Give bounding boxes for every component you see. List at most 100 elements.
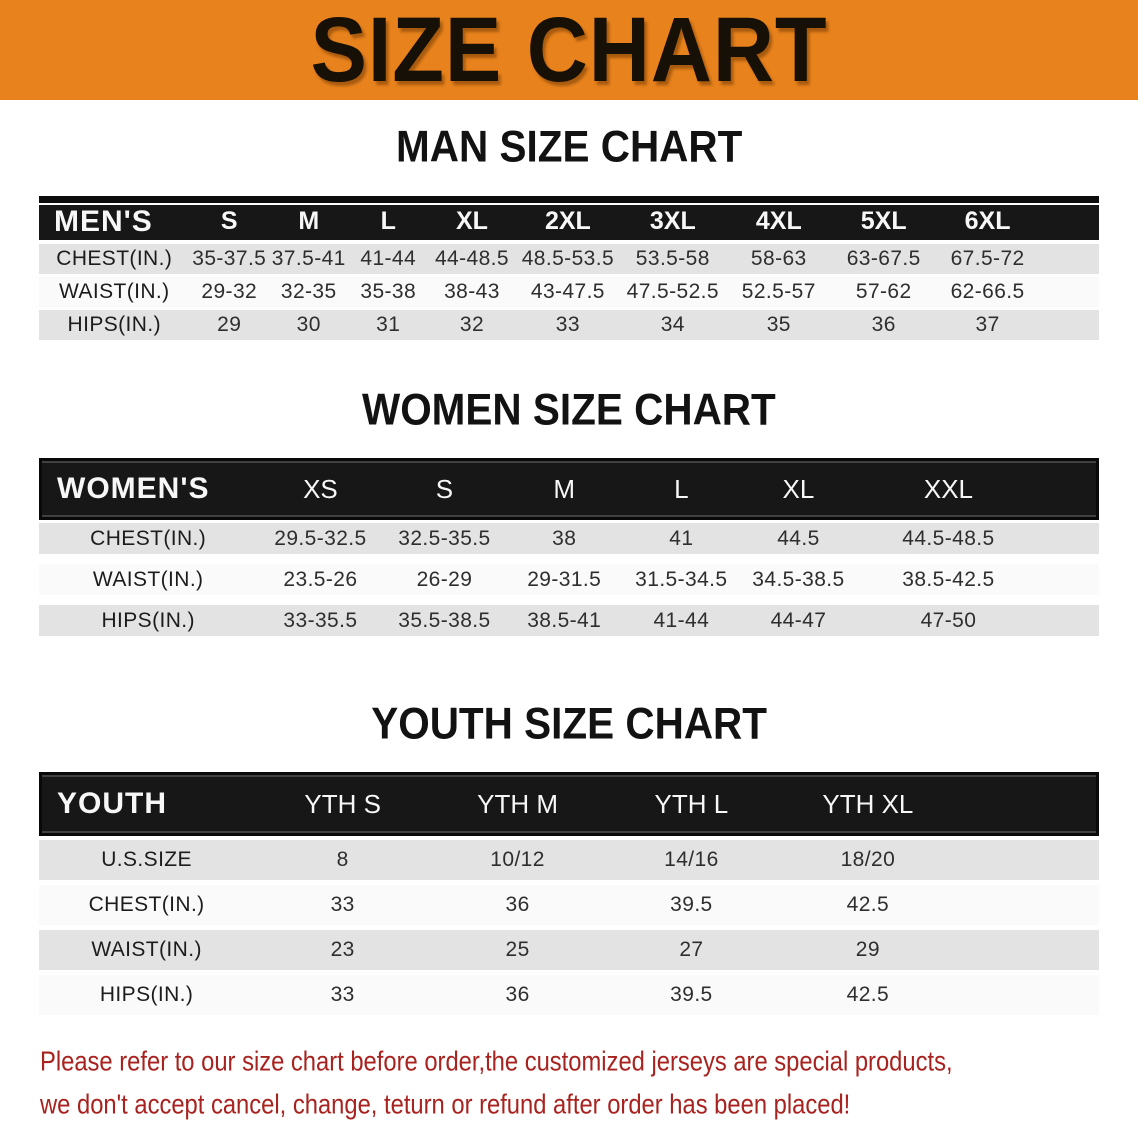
- size-value-cell: 23: [254, 930, 432, 975]
- size-value-cell: 32.5-35.5: [383, 520, 506, 564]
- size-value-cell: 47.5-52.5: [619, 277, 726, 310]
- men-hips-row: HIPS(IN.) 29 30 31 32 33 34 35 36 37: [39, 310, 1099, 343]
- row-label-cell: WAIST(IN.): [39, 930, 255, 975]
- spacer-cell: [956, 772, 1099, 836]
- youth-table-title-cell: YOUTH: [39, 772, 255, 836]
- size-chart-banner: SIZE CHART: [0, 0, 1138, 100]
- youth-hips-row: HIPS(IN.) 33 36 39.5 42.5: [39, 975, 1099, 1020]
- size-value-cell: 52.5-57: [725, 277, 832, 310]
- row-label-cell: CHEST(IN.): [39, 242, 190, 277]
- size-value-cell: 43-47.5: [515, 277, 620, 310]
- size-column-header: 4XL: [725, 196, 832, 242]
- size-value-cell: 47-50: [857, 605, 1040, 646]
- row-label-cell: CHEST(IN.): [39, 520, 258, 564]
- women-header-row: WOMEN'S XS S M L XL XXL: [39, 458, 1099, 520]
- size-column-header: YTH M: [431, 772, 604, 836]
- size-value-cell: 29-32: [189, 277, 269, 310]
- size-value-cell: 35.5-38.5: [383, 605, 506, 646]
- row-label-cell: HIPS(IN.): [39, 310, 190, 343]
- size-value-cell: 35-38: [348, 277, 428, 310]
- women-waist-row: WAIST(IN.) 23.5-26 26-29 29-31.5 31.5-34…: [39, 564, 1099, 605]
- size-value-cell: 38: [505, 520, 624, 564]
- footer-note-line1: Please refer to our size chart before or…: [40, 1045, 953, 1077]
- size-value-cell: 35-37.5: [189, 242, 269, 277]
- size-value-cell: 38.5-42.5: [857, 564, 1040, 605]
- spacer-cell: [1039, 242, 1099, 277]
- youth-size-table: YOUTH YTH S YTH M YTH L YTH XL U.S.SIZE …: [39, 772, 1099, 1020]
- size-column-header: S: [383, 458, 506, 520]
- size-value-cell: 35: [725, 310, 832, 343]
- size-value-cell: 44-47: [739, 605, 858, 646]
- spacer-cell: [1039, 196, 1099, 242]
- size-value-cell: 10/12: [431, 836, 604, 885]
- spacer-cell: [956, 885, 1099, 930]
- size-column-header: XXL: [857, 458, 1040, 520]
- size-column-header: 3XL: [619, 196, 726, 242]
- size-value-cell: 42.5: [778, 975, 957, 1020]
- youth-waist-row: WAIST(IN.) 23 25 27 29: [39, 930, 1099, 975]
- spacer-cell: [1039, 310, 1099, 343]
- size-value-cell: 62-66.5: [935, 277, 1040, 310]
- size-value-cell: 33-35.5: [257, 605, 384, 646]
- size-value-cell: 14/16: [603, 836, 779, 885]
- size-value-cell: 23.5-26: [257, 564, 384, 605]
- size-value-cell: 44.5: [739, 520, 858, 564]
- spacer-cell: [1039, 564, 1099, 605]
- women-section-title-text: WOMEN SIZE CHART: [362, 384, 776, 435]
- size-value-cell: 8: [254, 836, 432, 885]
- spacer-cell: [1039, 605, 1099, 646]
- youth-ussize-row: U.S.SIZE 8 10/12 14/16 18/20: [39, 836, 1099, 885]
- women-hips-row: HIPS(IN.) 33-35.5 35.5-38.5 38.5-41 41-4…: [39, 605, 1099, 646]
- men-chest-row: CHEST(IN.) 35-37.5 37.5-41 41-44 44-48.5…: [39, 242, 1099, 277]
- banner-title: SIZE CHART: [310, 0, 828, 101]
- size-value-cell: 26-29: [383, 564, 506, 605]
- size-value-cell: 36: [431, 975, 604, 1020]
- size-value-cell: 57-62: [831, 277, 936, 310]
- size-value-cell: 37: [935, 310, 1040, 343]
- size-column-header: YTH XL: [778, 772, 957, 836]
- size-column-header: M: [269, 196, 349, 242]
- row-label-cell: U.S.SIZE: [39, 836, 255, 885]
- size-value-cell: 42.5: [778, 885, 957, 930]
- size-value-cell: 33: [254, 975, 432, 1020]
- row-label-cell: HIPS(IN.): [39, 975, 255, 1020]
- size-value-cell: 29: [189, 310, 269, 343]
- men-section-title-text: MAN SIZE CHART: [395, 121, 743, 172]
- size-column-header: YTH S: [254, 772, 432, 836]
- women-table-title-cell: WOMEN'S: [39, 458, 258, 520]
- youth-chest-row: CHEST(IN.) 33 36 39.5 42.5: [39, 885, 1099, 930]
- size-value-cell: 63-67.5: [831, 242, 936, 277]
- size-value-cell: 36: [831, 310, 936, 343]
- size-value-cell: 30: [269, 310, 349, 343]
- size-value-cell: 29.5-32.5: [257, 520, 384, 564]
- size-value-cell: 29: [778, 930, 957, 975]
- size-value-cell: 41-44: [623, 605, 740, 646]
- size-value-cell: 31.5-34.5: [623, 564, 740, 605]
- men-section-title: MAN SIZE CHART: [0, 121, 1138, 172]
- row-label-cell: WAIST(IN.): [39, 277, 190, 310]
- size-value-cell: 38-43: [427, 277, 516, 310]
- women-chest-row: CHEST(IN.) 29.5-32.5 32.5-35.5 38 41 44.…: [39, 520, 1099, 564]
- youth-header-row: YOUTH YTH S YTH M YTH L YTH XL: [39, 772, 1099, 836]
- women-size-table: WOMEN'S XS S M L XL XXL CHEST(IN.) 29.5-…: [39, 458, 1099, 646]
- size-column-header: XL: [427, 196, 516, 242]
- size-column-header: 2XL: [515, 196, 620, 242]
- size-value-cell: 39.5: [603, 885, 779, 930]
- size-column-header: L: [623, 458, 740, 520]
- size-column-header: 6XL: [935, 196, 1040, 242]
- size-value-cell: 34.5-38.5: [739, 564, 858, 605]
- row-label-cell: CHEST(IN.): [39, 885, 255, 930]
- size-column-header: L: [348, 196, 428, 242]
- size-value-cell: 25: [431, 930, 604, 975]
- size-value-cell: 31: [348, 310, 428, 343]
- size-value-cell: 67.5-72: [935, 242, 1040, 277]
- size-value-cell: 38.5-41: [505, 605, 624, 646]
- footer-note-line2: we don't accept cancel, change, teturn o…: [40, 1088, 851, 1120]
- footer-note: Please refer to our size chart before or…: [0, 1040, 1138, 1126]
- size-value-cell: 36: [431, 885, 604, 930]
- size-value-cell: 32-35: [269, 277, 349, 310]
- size-column-header: YTH L: [603, 772, 779, 836]
- row-label-cell: HIPS(IN.): [39, 605, 258, 646]
- women-section-title: WOMEN SIZE CHART: [0, 384, 1138, 435]
- size-value-cell: 29-31.5: [505, 564, 624, 605]
